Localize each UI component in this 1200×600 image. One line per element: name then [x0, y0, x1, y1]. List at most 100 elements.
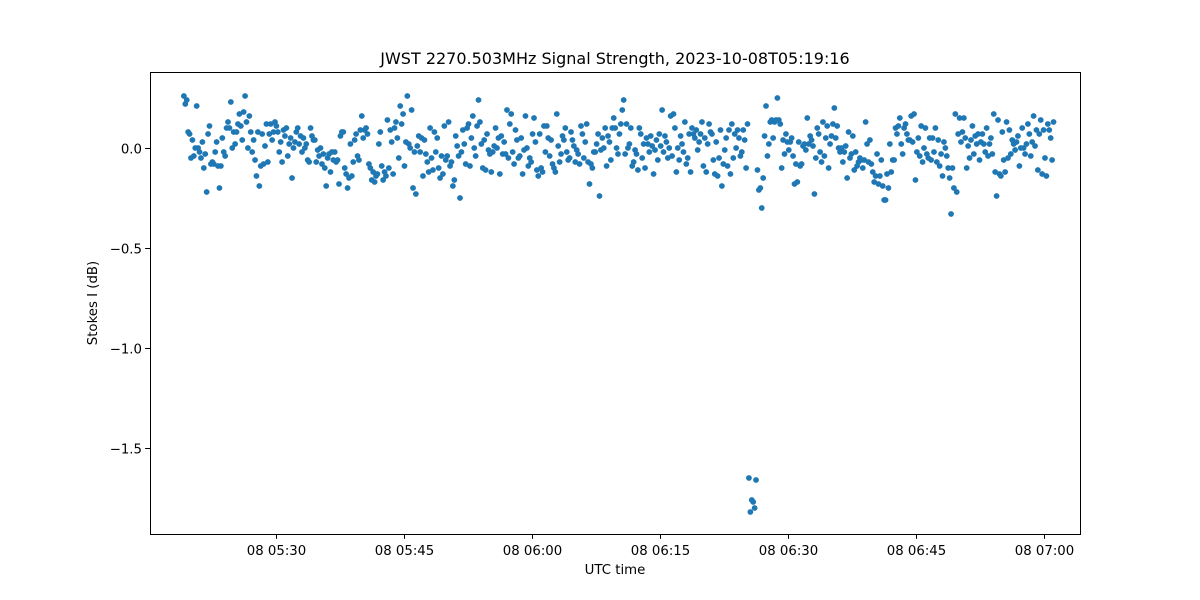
data-point [524, 145, 530, 151]
data-point [401, 163, 408, 169]
data-point [902, 121, 909, 127]
data-point [844, 175, 851, 181]
data-point [437, 175, 443, 181]
data-point [716, 155, 722, 161]
data-point [232, 141, 239, 147]
data-point [808, 137, 815, 143]
data-point [320, 151, 327, 157]
data-point [943, 153, 950, 159]
data-point [351, 137, 358, 143]
data-point [912, 177, 919, 183]
data-point [989, 151, 996, 157]
data-point [482, 167, 489, 173]
data-point [375, 141, 382, 147]
data-point [434, 135, 441, 141]
data-point [264, 159, 271, 165]
data-point [706, 121, 712, 127]
data-point [205, 131, 211, 137]
data-point [714, 173, 721, 179]
data-point [269, 137, 276, 143]
data-point [960, 115, 967, 121]
data-point [868, 161, 875, 167]
data-point [758, 205, 765, 211]
data-point [617, 121, 624, 127]
data-point [472, 153, 479, 159]
data-point [390, 171, 396, 177]
data-point [196, 149, 203, 155]
data-point [785, 147, 792, 153]
data-point [343, 171, 350, 177]
data-point [438, 153, 445, 159]
data-point [882, 197, 889, 203]
data-point [451, 177, 458, 183]
data-point [273, 123, 280, 129]
data-point [570, 143, 577, 149]
data-point [593, 141, 600, 147]
data-point [606, 139, 613, 145]
data-point [256, 183, 263, 189]
data-point [589, 165, 596, 171]
data-point [834, 123, 841, 129]
data-point [980, 141, 987, 147]
x-tick-label: 08 06:30 [759, 544, 818, 559]
data-point [731, 131, 738, 137]
data-point [270, 129, 277, 135]
data-point [932, 125, 939, 131]
data-point [986, 141, 993, 147]
data-point [726, 127, 732, 133]
data-point [909, 139, 916, 145]
data-point [899, 151, 906, 157]
data-point [663, 139, 670, 145]
data-point [660, 149, 667, 155]
data-point [801, 141, 808, 147]
data-point [650, 171, 657, 177]
data-point [820, 119, 826, 125]
data-point [888, 169, 895, 175]
data-point [774, 95, 781, 101]
data-point [319, 161, 325, 167]
data-point [723, 135, 730, 141]
data-point [414, 143, 421, 149]
data-point [654, 157, 661, 163]
data-point [582, 139, 589, 145]
data-point [243, 119, 250, 125]
data-point [864, 141, 870, 147]
data-point [734, 127, 741, 133]
data-point [410, 185, 416, 191]
data-point [709, 131, 715, 137]
data-point [445, 119, 452, 125]
data-point [700, 163, 707, 169]
x-tick-label: 08 07:00 [1015, 544, 1074, 559]
data-point [630, 159, 637, 165]
data-point [303, 141, 310, 147]
data-point [546, 153, 553, 159]
data-point [727, 171, 734, 177]
data-point [340, 129, 347, 135]
data-point [600, 145, 607, 151]
data-point [691, 135, 698, 141]
data-point [458, 149, 465, 155]
data-point [511, 161, 517, 167]
data-point [845, 129, 852, 135]
data-point [217, 163, 224, 169]
data-point [1016, 163, 1023, 169]
data-point [506, 121, 513, 127]
y-tick-label: −0.5 [110, 242, 142, 257]
data-point [287, 135, 294, 141]
data-point [189, 137, 196, 143]
data-point [237, 123, 244, 129]
data-point [404, 93, 411, 99]
data-point [498, 133, 505, 139]
data-point [1007, 151, 1014, 157]
data-point [501, 139, 508, 145]
data-point [679, 141, 685, 147]
data-point [676, 157, 683, 163]
data-point [1042, 155, 1048, 161]
data-point [242, 93, 248, 99]
data-point [821, 153, 828, 159]
data-point [653, 137, 660, 143]
data-point [427, 125, 434, 131]
data-point [449, 183, 456, 189]
data-point [1040, 127, 1047, 133]
data-point [968, 137, 974, 143]
